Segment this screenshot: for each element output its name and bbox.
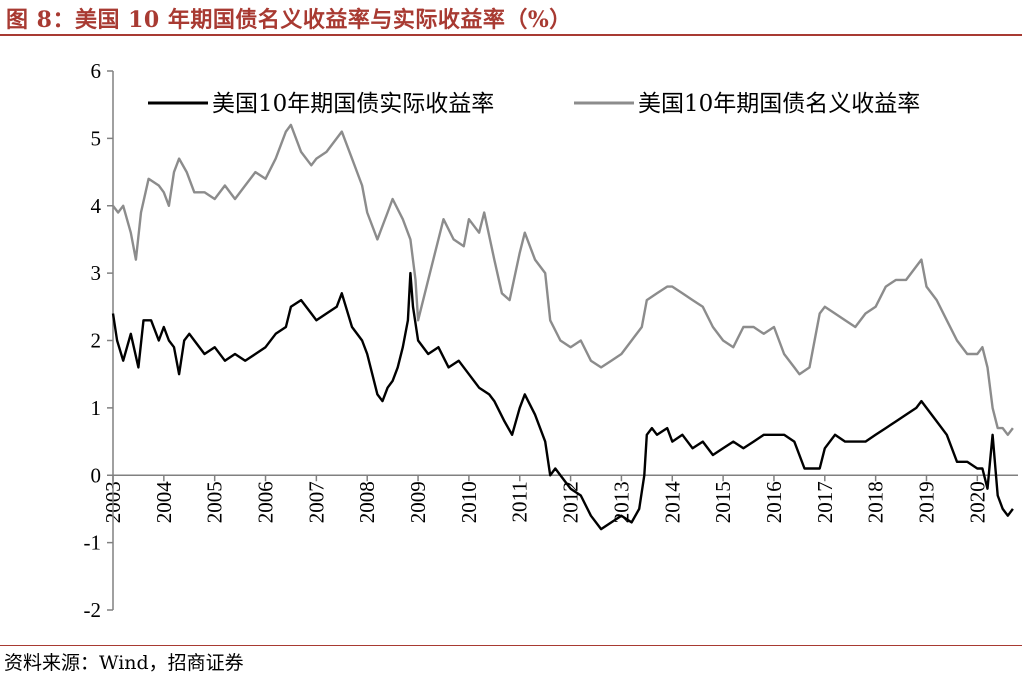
title-rule bbox=[0, 34, 1022, 36]
x-tick-label: 2016 bbox=[762, 481, 786, 523]
y-tick-label: 0 bbox=[91, 463, 102, 487]
y-tick-label: -1 bbox=[84, 531, 102, 555]
x-tick-label: 2020 bbox=[965, 481, 989, 523]
x-tick-label: 2006 bbox=[254, 481, 278, 523]
y-tick-label: -2 bbox=[84, 598, 102, 622]
x-tick-label: 2019 bbox=[914, 481, 938, 523]
legend: 美国10年期国债实际收益率 美国10年期国债名义收益率 bbox=[148, 91, 920, 117]
y-tick-label: 6 bbox=[91, 59, 102, 83]
series-line-nominal-yield bbox=[112, 123, 1014, 436]
x-tick-label: 2005 bbox=[203, 481, 227, 523]
x-axis-ticks: 2003 2004 2005 2006 2007 2008 2009 2010 2011 2012… bbox=[101, 475, 989, 523]
figure-title: 图 8：美国 10 年期国债名义收益率与实际收益率（%） bbox=[6, 7, 572, 33]
x-tick-label: 2010 bbox=[457, 481, 481, 523]
x-tick-label: 2009 bbox=[406, 481, 430, 523]
source-rule bbox=[0, 645, 1022, 646]
x-tick-label: 2007 bbox=[304, 481, 328, 523]
y-tick-label: 5 bbox=[91, 126, 102, 150]
series-lines bbox=[111, 123, 1014, 531]
x-tick-label: 2008 bbox=[355, 481, 379, 523]
x-tick-label: 2018 bbox=[864, 481, 888, 523]
x-tick-label: 2017 bbox=[813, 481, 837, 523]
y-tick-label: 3 bbox=[91, 261, 102, 285]
y-tick-label: 1 bbox=[91, 396, 102, 420]
series-line-real-yield bbox=[111, 271, 1014, 531]
y-tick-label: 2 bbox=[91, 329, 102, 353]
x-tick-label: 2004 bbox=[152, 481, 176, 524]
legend-label-real: 美国10年期国债实际收益率 bbox=[212, 91, 494, 117]
y-axis-ticks: -2 -1 0 1 2 3 4 5 6 bbox=[84, 59, 113, 622]
x-tick-label: 2011 bbox=[508, 481, 532, 522]
x-tick-label: 2015 bbox=[711, 481, 735, 523]
y-tick-label: 4 bbox=[91, 194, 102, 218]
x-tick-label: 2014 bbox=[660, 481, 684, 524]
source-note: 资料来源：Wind，招商证券 bbox=[4, 652, 244, 674]
legend-label-nominal: 美国10年期国债名义收益率 bbox=[638, 91, 920, 117]
